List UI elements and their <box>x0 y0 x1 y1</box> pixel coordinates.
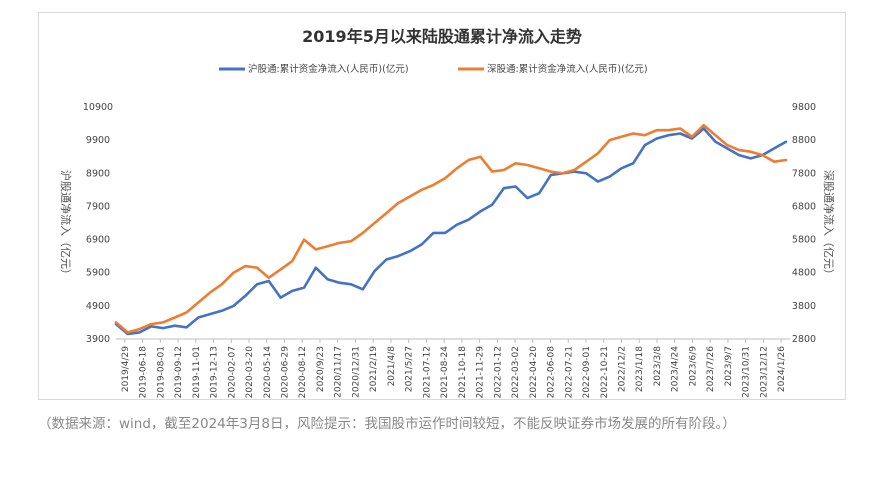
x-tick-label: 2020-06-29 <box>281 346 291 399</box>
y-axis-left-title: 沪股通净流入（亿元） <box>59 170 73 280</box>
y-left-tick-label: 3900 <box>86 334 110 345</box>
x-tick-label: 2023/9/7 <box>724 346 734 386</box>
y-left-tick-label: 9900 <box>86 135 110 146</box>
legend-label-sh: 沪股通:累计资金净流入(人民币)(亿元) <box>248 63 409 75</box>
y-right-tick-label: 6800 <box>792 201 816 212</box>
x-tick-label: 2021/2/19 <box>369 346 379 392</box>
x-tick-label: 2019/4/29 <box>121 346 131 392</box>
x-tick-label: 2021-08-24 <box>440 346 450 399</box>
x-tick-label: 2022-06-08 <box>547 346 557 399</box>
line-chart: 2019年5月以来陆股通累计净流入走势 沪股通:累计资金净流入(人民币)(亿元)… <box>59 27 836 398</box>
x-tick-label: 2022-03-02 <box>511 346 521 398</box>
y-right-tick-label: 4800 <box>792 268 816 279</box>
y-right-tick-label: 5800 <box>792 235 816 246</box>
x-tick-label: 2020-05-14 <box>263 346 273 399</box>
x-tick-label: 2023/10/31 <box>742 346 752 398</box>
x-tick-label: 2019-11-01 <box>192 346 202 398</box>
x-tick-label: 2022-10-21 <box>600 346 610 398</box>
x-tick-label: 2023/12/12 <box>759 346 769 398</box>
y-axis-right: 9800 8800 7800 6800 5800 4800 3800 2800 <box>792 102 816 345</box>
legend-label-sz: 深股通:累计资金净流入(人民币)(亿元) <box>487 63 648 75</box>
series-line-shenzhen-connect <box>114 123 788 334</box>
y-right-tick-label: 7800 <box>792 168 816 179</box>
x-tick-label: 2019-06-18 <box>139 346 149 399</box>
legend: 沪股通:累计资金净流入(人民币)(亿元) 深股通:累计资金净流入(人民币)(亿元… <box>219 63 648 75</box>
x-tick-label: 2020-03-20 <box>245 346 255 399</box>
y-left-tick-label: 7900 <box>86 201 110 212</box>
y-axis-right-title: 深股通净流入（亿元） <box>822 170 836 280</box>
x-tick-label: 2023/6/9 <box>688 346 698 387</box>
x-tick-label: 2023/4/24 <box>671 346 681 392</box>
x-tick-label: 2020-02-07 <box>227 346 237 398</box>
y-left-tick-label: 5900 <box>86 268 110 279</box>
series-line-shanghai-connect <box>114 127 788 336</box>
y-right-tick-label: 3800 <box>792 301 816 312</box>
y-left-tick-label: 8900 <box>86 168 110 179</box>
x-tick-label: 2022-07-21 <box>564 346 574 398</box>
y-right-tick-label: 8800 <box>792 135 816 146</box>
x-tick-label: 2023/3/8 <box>653 346 663 387</box>
x-tick-label: 2019-09-12 <box>174 346 184 398</box>
series-group <box>114 123 788 336</box>
source-footnote: （数据来源：wind，截至2024年3月8日，风险提示：我国股市运作时间较短，不… <box>38 416 736 432</box>
x-tick-label: 2021/4/8 <box>387 346 397 387</box>
y-left-tick-label: 6900 <box>86 235 110 246</box>
x-tick-label: 2022-09-01 <box>582 346 592 398</box>
x-tick-label: 2020/9/23 <box>316 346 326 392</box>
x-tick-label: 2023/7/26 <box>706 346 716 392</box>
y-right-tick-label: 9800 <box>792 102 816 113</box>
chart-title: 2019年5月以来陆股通累计净流入走势 <box>302 27 582 46</box>
x-tick-label: 2020-08-12 <box>298 346 308 398</box>
x-tick-label: 2024/1/26 <box>777 346 787 392</box>
x-tick-label: 2019-12-13 <box>210 346 220 398</box>
x-tick-label: 2022/12/2 <box>618 346 628 392</box>
x-tick-label: 2022-04-20 <box>529 346 539 399</box>
x-tick-label: 2021/5/27 <box>405 346 415 392</box>
chart-frame <box>38 12 846 400</box>
x-tick-label: 2021-07-12 <box>422 346 432 398</box>
x-tick-label: 2021-11-29 <box>476 346 486 399</box>
x-tick-label: 2020/11/17 <box>334 346 344 398</box>
x-tick-label: 2019-08-01 <box>156 346 166 398</box>
y-right-tick-label: 2800 <box>792 334 816 345</box>
y-axis-left: 10900 9900 8900 7900 6900 5900 4900 3900 <box>83 102 113 345</box>
y-left-tick-label: 4900 <box>86 301 110 312</box>
y-left-tick-label: 10900 <box>83 102 113 113</box>
x-tick-label: 2021-10-18 <box>458 346 468 399</box>
x-tick-label: 2023/1/18 <box>635 346 645 392</box>
x-axis: 2019/4/29 2019-06-18 2019-08-01 2019-09-12 2… <box>121 339 787 398</box>
x-tick-label: 2022-01-12 <box>493 346 503 398</box>
x-tick-label: 2020/12/31 <box>351 346 361 398</box>
